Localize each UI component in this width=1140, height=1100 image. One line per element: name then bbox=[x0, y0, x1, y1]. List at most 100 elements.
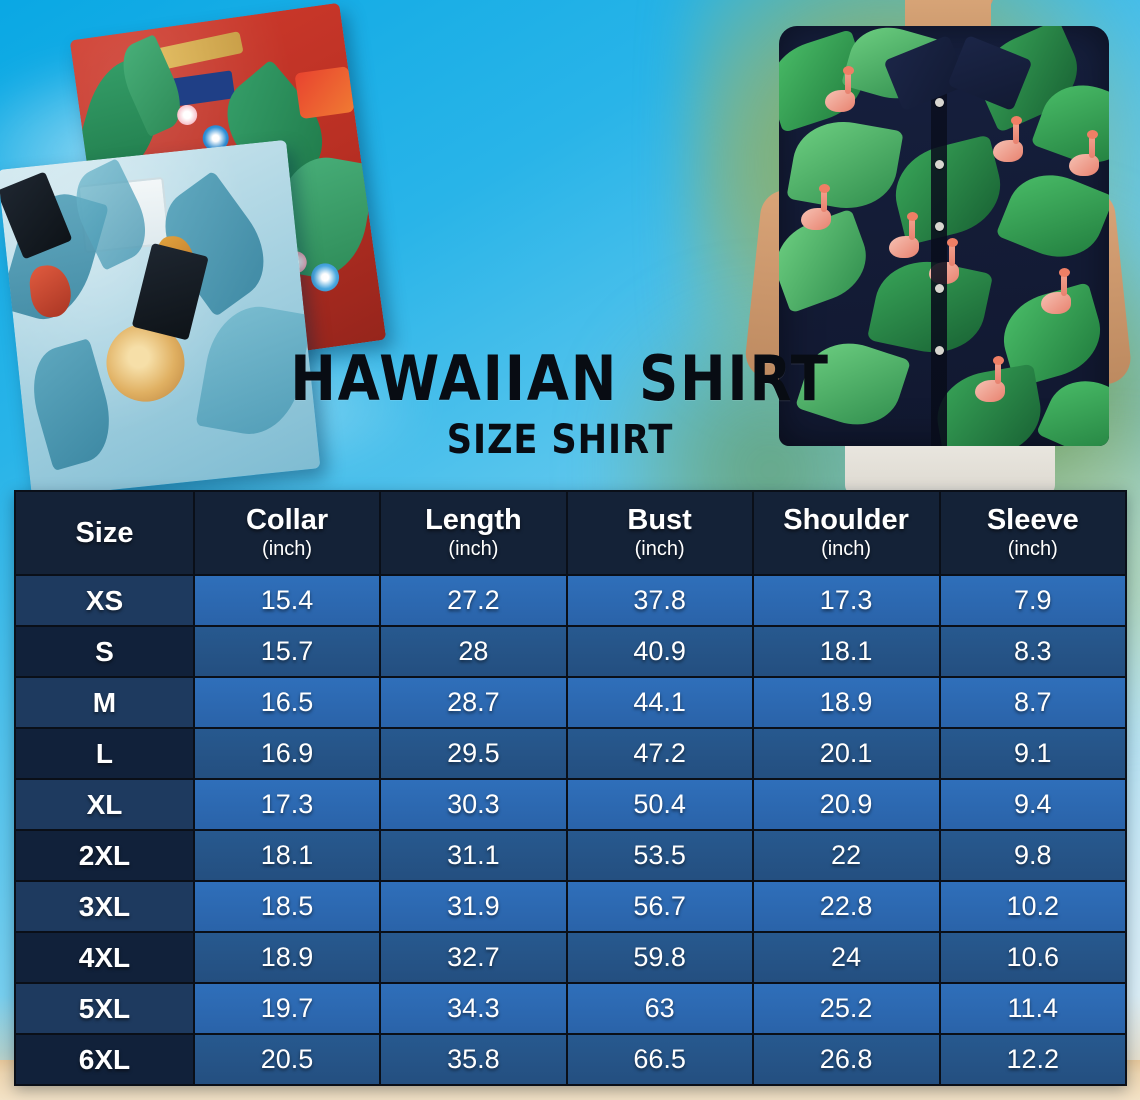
cell-sleeve: 9.8 bbox=[940, 831, 1125, 880]
cell-collar: 18.9 bbox=[194, 933, 380, 982]
cell-bust: 59.8 bbox=[567, 933, 752, 982]
cell-length: 28 bbox=[381, 627, 566, 676]
column-header-sleeve-label: Sleeve bbox=[986, 504, 1079, 537]
cell-shoulder: 18.9 bbox=[753, 678, 939, 727]
cell-collar: 20.5 bbox=[194, 1035, 380, 1084]
column-header-bust-label: Bust bbox=[627, 504, 692, 537]
cell-shoulder: 17.3 bbox=[753, 576, 939, 625]
cell-size: 4XL bbox=[16, 933, 193, 982]
cell-bust: 44.1 bbox=[567, 678, 752, 727]
cell-shoulder: 22 bbox=[753, 831, 939, 880]
cell-collar: 15.4 bbox=[194, 576, 380, 625]
column-header-length: Length (inch) bbox=[381, 492, 566, 574]
column-header-collar-unit: (inch) bbox=[262, 537, 313, 560]
column-header-sleeve-unit: (inch) bbox=[1007, 537, 1058, 560]
column-header-bust: Bust (inch) bbox=[567, 492, 752, 574]
cell-length: 29.5 bbox=[381, 729, 566, 778]
cell-length: 31.9 bbox=[381, 882, 566, 931]
cell-sleeve: 11.4 bbox=[940, 984, 1125, 1033]
cell-size: 5XL bbox=[16, 984, 193, 1033]
leaf-shape bbox=[885, 134, 1011, 246]
model-hawaiian-shirt bbox=[779, 26, 1109, 446]
cell-size: S bbox=[16, 627, 193, 676]
table-row: XL 17.3 30.3 50.4 20.9 9.4 bbox=[16, 780, 1125, 829]
leaf-shape bbox=[995, 160, 1109, 272]
cell-sleeve: 9.1 bbox=[940, 729, 1125, 778]
cell-size: 2XL bbox=[16, 831, 193, 880]
table-header: Size Collar (inch) Length (inch) Bust (i… bbox=[16, 492, 1125, 574]
leaf-shape bbox=[1036, 367, 1109, 446]
cell-collar: 16.5 bbox=[194, 678, 380, 727]
table-row: 6XL 20.5 35.8 66.5 26.8 12.2 bbox=[16, 1035, 1125, 1084]
table-row: M 16.5 28.7 44.1 18.9 8.7 bbox=[16, 678, 1125, 727]
cell-collar: 15.7 bbox=[194, 627, 380, 676]
cell-shoulder: 26.8 bbox=[753, 1035, 939, 1084]
model-photo bbox=[735, 0, 1140, 492]
shirt-red-sleeve-logo bbox=[294, 66, 355, 120]
column-header-collar-label: Collar bbox=[245, 504, 329, 537]
column-header-shoulder: Shoulder (inch) bbox=[753, 492, 939, 574]
cell-size: M bbox=[16, 678, 193, 727]
cell-length: 32.7 bbox=[381, 933, 566, 982]
cell-sleeve: 10.2 bbox=[940, 882, 1125, 931]
cell-collar: 18.1 bbox=[194, 831, 380, 880]
cell-size: 3XL bbox=[16, 882, 193, 931]
table-body: XS 15.4 27.2 37.8 17.3 7.9 S 15.7 28 40.… bbox=[16, 576, 1125, 1084]
cell-shoulder: 20.9 bbox=[753, 780, 939, 829]
blossom-shape bbox=[175, 103, 199, 127]
shirt-placket bbox=[931, 56, 947, 446]
column-header-sleeve: Sleeve (inch) bbox=[940, 492, 1125, 574]
shirt-button bbox=[935, 98, 944, 107]
cell-sleeve: 8.3 bbox=[940, 627, 1125, 676]
column-header-size-label: Size bbox=[75, 516, 134, 549]
table-row: 3XL 18.5 31.9 56.7 22.8 10.2 bbox=[16, 882, 1125, 931]
cell-bust: 56.7 bbox=[567, 882, 752, 931]
leaf-shape bbox=[786, 113, 904, 217]
cell-bust: 47.2 bbox=[567, 729, 752, 778]
size-chart-table: Size Collar (inch) Length (inch) Bust (i… bbox=[14, 490, 1127, 1086]
cell-shoulder: 20.1 bbox=[753, 729, 939, 778]
column-header-length-unit: (inch) bbox=[448, 537, 499, 560]
table-row: 2XL 18.1 31.1 53.5 22 9.8 bbox=[16, 831, 1125, 880]
cell-bust: 63 bbox=[567, 984, 752, 1033]
cell-size: XL bbox=[16, 780, 193, 829]
cell-sleeve: 8.7 bbox=[940, 678, 1125, 727]
cell-collar: 16.9 bbox=[194, 729, 380, 778]
shirt-button bbox=[935, 346, 944, 355]
table-row: 5XL 19.7 34.3 63 25.2 11.4 bbox=[16, 984, 1125, 1033]
cell-length: 35.8 bbox=[381, 1035, 566, 1084]
cell-bust: 53.5 bbox=[567, 831, 752, 880]
cell-length: 28.7 bbox=[381, 678, 566, 727]
cell-shoulder: 24 bbox=[753, 933, 939, 982]
shirt-button bbox=[935, 284, 944, 293]
table-row: XS 15.4 27.2 37.8 17.3 7.9 bbox=[16, 576, 1125, 625]
shirt-button bbox=[935, 222, 944, 231]
shirt-button bbox=[935, 160, 944, 169]
cell-sleeve: 12.2 bbox=[940, 1035, 1125, 1084]
cell-collar: 19.7 bbox=[194, 984, 380, 1033]
cell-length: 31.1 bbox=[381, 831, 566, 880]
leaf-shape bbox=[930, 363, 1048, 446]
cell-shoulder: 22.8 bbox=[753, 882, 939, 931]
cell-bust: 40.9 bbox=[567, 627, 752, 676]
cell-sleeve: 10.6 bbox=[940, 933, 1125, 982]
cell-size: L bbox=[16, 729, 193, 778]
column-header-length-label: Length bbox=[425, 504, 522, 537]
table-row: 4XL 18.9 32.7 59.8 24 10.6 bbox=[16, 933, 1125, 982]
cell-length: 27.2 bbox=[381, 576, 566, 625]
cell-sleeve: 9.4 bbox=[940, 780, 1125, 829]
column-header-bust-unit: (inch) bbox=[634, 537, 685, 560]
column-header-collar: Collar (inch) bbox=[194, 492, 380, 574]
cell-length: 30.3 bbox=[381, 780, 566, 829]
cell-collar: 17.3 bbox=[194, 780, 380, 829]
cell-size: 6XL bbox=[16, 1035, 193, 1084]
table-header-row: Size Collar (inch) Length (inch) Bust (i… bbox=[16, 492, 1125, 574]
cell-size: XS bbox=[16, 576, 193, 625]
shirt-blue-collar bbox=[131, 242, 209, 341]
column-header-size: Size bbox=[16, 492, 193, 574]
cell-bust: 66.5 bbox=[567, 1035, 752, 1084]
cell-bust: 50.4 bbox=[567, 780, 752, 829]
cell-collar: 18.5 bbox=[194, 882, 380, 931]
cell-bust: 37.8 bbox=[567, 576, 752, 625]
poster-title-block: HAWAIIAN SHIRT SIZE SHIRT bbox=[200, 348, 920, 461]
